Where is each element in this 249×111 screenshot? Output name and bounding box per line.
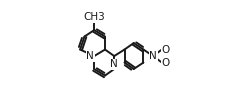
Text: N: N xyxy=(149,51,157,61)
Text: O: O xyxy=(162,57,170,67)
Text: CH3: CH3 xyxy=(83,12,105,22)
Text: O: O xyxy=(162,45,170,55)
Text: N: N xyxy=(86,51,94,61)
Text: N: N xyxy=(110,59,118,69)
